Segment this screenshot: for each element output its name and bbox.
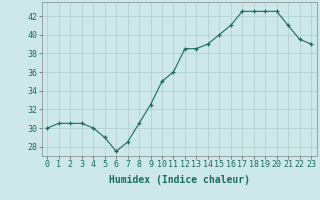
X-axis label: Humidex (Indice chaleur): Humidex (Indice chaleur) [109,175,250,185]
